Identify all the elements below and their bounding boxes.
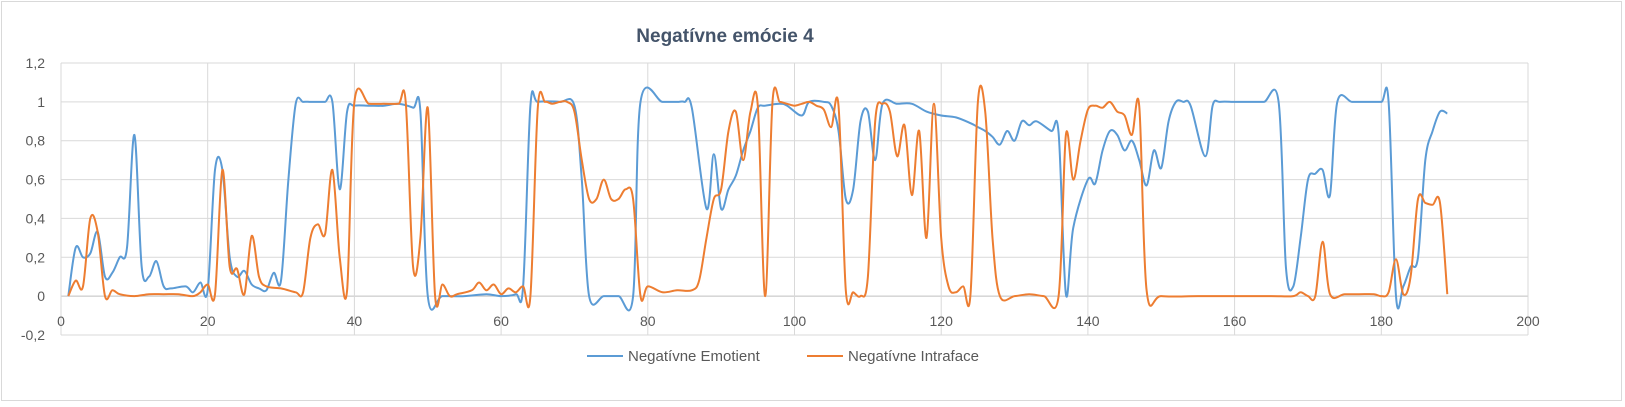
x-tick-label: 60 (493, 313, 509, 329)
legend-label: Negatívne Intraface (848, 348, 979, 365)
x-tick-label: 100 (783, 313, 807, 329)
series-line-emotient (67, 86, 1448, 312)
grid-lines (60, 62, 1529, 336)
legend: Negatívne Emotient Negatívne Intraface (587, 348, 979, 365)
x-tick-label: 80 (640, 313, 656, 329)
y-tick-label: 0,2 (26, 249, 46, 265)
x-tick-label: 20 (200, 313, 216, 329)
x-tick-label: 0 (57, 313, 65, 329)
y-tick-label: 0,4 (26, 210, 46, 226)
x-tick-label: 40 (347, 313, 363, 329)
legend-item: Negatívne Emotient (587, 348, 761, 365)
y-tick-label: 1 (37, 94, 45, 110)
y-tick-label: 0,8 (26, 133, 46, 149)
legend-item: Negatívne Intraface (807, 348, 979, 365)
x-tick-label: 120 (930, 313, 954, 329)
legend-label: Negatívne Emotient (628, 348, 761, 365)
x-tick-label: 180 (1370, 313, 1394, 329)
x-axis-tick-labels: 0 20 40 60 80 100 120 140 160 180 200 (57, 313, 1540, 329)
series-lines (67, 84, 1449, 312)
y-axis-tick-labels: -0,2 0 0,2 0,4 0,6 0,8 1 1,2 (21, 55, 45, 343)
y-tick-label: 0,6 (26, 172, 46, 188)
y-tick-label: 0 (37, 288, 45, 304)
y-tick-label: -0,2 (21, 327, 45, 343)
chart-title: Negatívne emócie 4 (636, 26, 814, 47)
y-tick-label: 1,2 (26, 55, 46, 71)
x-tick-label: 160 (1223, 313, 1247, 329)
x-tick-label: 140 (1076, 313, 1100, 329)
series-line-intraface (67, 84, 1449, 310)
x-tick-label: 200 (1516, 313, 1540, 329)
